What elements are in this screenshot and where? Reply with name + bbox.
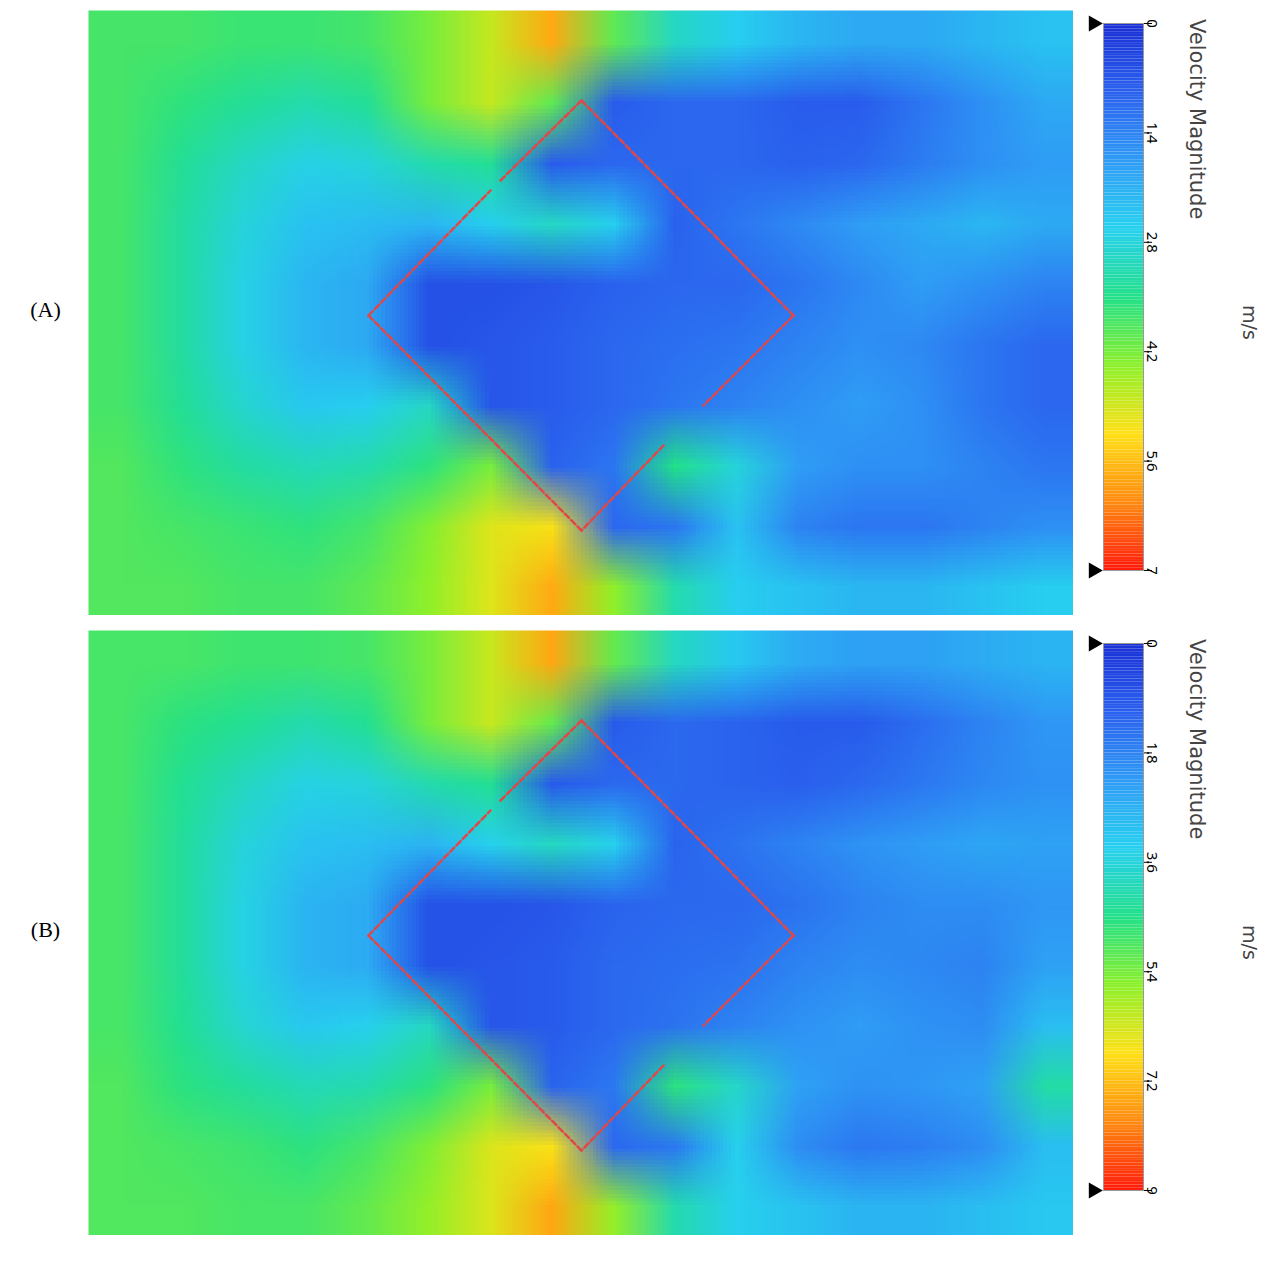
html-text:m/s: m/s	[1239, 305, 1261, 340]
svg-text:1.8: 1.8	[1143, 742, 1163, 763]
html-text:m/s: m/s	[1239, 925, 1261, 960]
svg-text:5.6: 5.6	[1143, 451, 1163, 472]
svg-text:5.4: 5.4	[1143, 961, 1163, 983]
html-text:(A): (A)	[30, 297, 61, 322]
svg-text:0: 0	[1143, 639, 1163, 648]
html-text:Velocity Magnitude: Velocity Magnitude	[1185, 19, 1209, 220]
svg-text:2.8: 2.8	[1143, 232, 1163, 253]
svg-text:0: 0	[1143, 19, 1163, 28]
svg-text:3.6: 3.6	[1143, 852, 1163, 873]
html-text:(B): (B)	[30, 917, 61, 942]
svg-text:1.4: 1.4	[1143, 122, 1163, 144]
svg-text:7: 7	[1143, 566, 1163, 575]
svg-text:7.2: 7.2	[1143, 1071, 1163, 1092]
html-text:Velocity Magnitude: Velocity Magnitude	[1185, 639, 1209, 840]
svg-text:4.2: 4.2	[1143, 341, 1163, 362]
svg-text:9: 9	[1143, 1186, 1163, 1195]
